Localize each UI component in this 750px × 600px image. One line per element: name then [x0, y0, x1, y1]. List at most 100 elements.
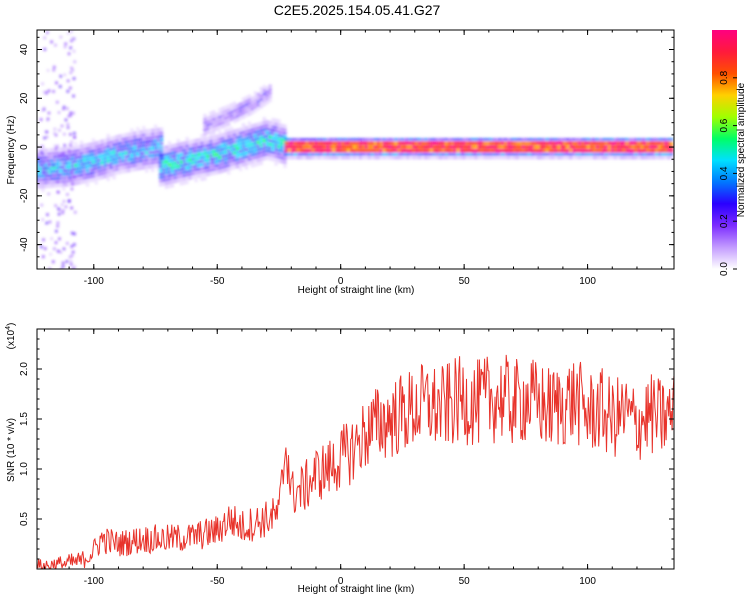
spectrogram-cell [311, 138, 315, 142]
spectrogram-cell [586, 145, 591, 149]
spectrogram-cell [221, 114, 225, 118]
spectrogram-cell [232, 120, 237, 124]
spectrogram-cell [203, 148, 207, 152]
spectrogram-cell [280, 156, 284, 160]
spectrogram-cell [314, 138, 318, 142]
spectrogram-cell [106, 174, 110, 178]
spectrogram-cell [259, 90, 263, 94]
spectrogram-cell [283, 128, 287, 132]
spectrogram-cell [631, 138, 635, 142]
spectrogram-cell [150, 139, 155, 143]
spectrogram-cell [566, 156, 570, 160]
spectrogram-cell [65, 176, 69, 180]
spectrogram-cell [209, 118, 213, 122]
spectrogram-cell [79, 151, 84, 155]
spectrogram-cell [133, 168, 137, 172]
spectrogram-cell [545, 152, 549, 156]
spectrogram-cell [244, 166, 249, 170]
spectrogram-cell [188, 169, 192, 173]
spectrogram-cell [206, 127, 210, 131]
spectrogram-cell [429, 138, 434, 142]
spectrogram-cell [589, 145, 594, 149]
spectrogram-cell [447, 145, 452, 149]
spectrogram-cell [73, 152, 78, 156]
spectrogram-cell [241, 115, 246, 119]
spectrogram-cell [604, 156, 609, 160]
spectrogram-cell [229, 148, 234, 152]
spectrogram-cell [489, 149, 493, 153]
spectrogram-cell [501, 145, 505, 149]
spectrogram-cell [287, 149, 292, 153]
spectrogram-cell [296, 156, 301, 160]
spectrogram-cell [185, 137, 189, 141]
spectrogram-cell [127, 169, 131, 173]
spectrogram-cell [563, 138, 567, 142]
spectrogram-noise-cell [66, 79, 70, 83]
spectrogram-cell [161, 146, 166, 150]
spectrogram-cell [97, 140, 102, 144]
spectrogram-noise-cell [53, 127, 57, 131]
spectrogram-cell [91, 149, 96, 153]
spectrogram-cell [229, 159, 234, 163]
spectrogram-cell [385, 149, 389, 153]
spectrogram-cell [191, 165, 195, 169]
spectrogram-cell [578, 149, 582, 153]
spectrogram-cell [453, 138, 458, 142]
spectrogram-cell [88, 157, 93, 161]
spectrogram-cell [483, 149, 487, 153]
spectrogram-cell [326, 152, 330, 156]
spectrogram-cell [44, 185, 48, 189]
spectrogram-noise-cell [45, 221, 49, 225]
spectrogram-cell [415, 152, 419, 156]
spectrogram-cell [429, 152, 434, 156]
spectrogram-cell [483, 156, 487, 160]
spectrogram-cell [595, 138, 600, 142]
spectrogram-cell [444, 156, 449, 160]
spectrogram-cell [91, 142, 96, 146]
spectrogram-cell [76, 152, 81, 156]
spectrogram-cell [268, 91, 272, 95]
spectrogram-cell [50, 173, 54, 177]
spectrogram-cell [394, 156, 398, 160]
spectrogram-cell [563, 141, 567, 145]
spectrogram-noise-cell [70, 182, 74, 186]
spectrogram-cell [320, 156, 324, 160]
spectrogram-cell [619, 152, 623, 156]
spectrogram-noise-cell [68, 132, 72, 136]
spectrogram-noise-cell [39, 245, 43, 249]
spectrogram-cell [379, 138, 383, 142]
spectrogram-cell [504, 141, 508, 145]
spectrogram-cell [256, 148, 261, 152]
spectrogram-cell [504, 145, 508, 149]
spectrogram-cell [247, 147, 252, 151]
spectrogram-cell [265, 131, 269, 135]
spectrogram-cell [480, 152, 484, 156]
spectrogram-cell [203, 177, 207, 181]
spectrogram-cell [215, 167, 219, 171]
spectrogram-cell [652, 138, 656, 142]
spectrogram-cell [506, 138, 511, 142]
spectrogram-cell [97, 144, 102, 148]
spectrogram-cell [118, 138, 122, 142]
spectrogram-cell [554, 152, 558, 156]
spectrogram-cell [182, 141, 186, 145]
spectrogram-cell [121, 170, 125, 174]
spectrogram-cell [164, 156, 169, 160]
spectrogram-cell [376, 156, 381, 160]
spectrogram-cell [167, 170, 172, 174]
spectrogram-cell [265, 90, 269, 94]
spectrogram-cell [628, 145, 632, 149]
spectrogram-cell [477, 149, 481, 153]
spectrogram-cell [287, 141, 292, 145]
spectrogram-noise-cell [71, 68, 75, 72]
colorbar-tick-label: 0.4 [719, 166, 730, 180]
spectrogram-cell [578, 156, 582, 160]
spectrogram-cell [232, 101, 237, 105]
spectrogram-cell [167, 159, 172, 163]
spectrogram-cell [323, 152, 327, 156]
spectrogram-cell [115, 168, 119, 172]
spectrogram-cell [367, 141, 372, 145]
spectrogram-cell [468, 156, 472, 160]
spectrogram-noise-cell [69, 113, 73, 117]
spectrogram-cell [200, 137, 204, 141]
